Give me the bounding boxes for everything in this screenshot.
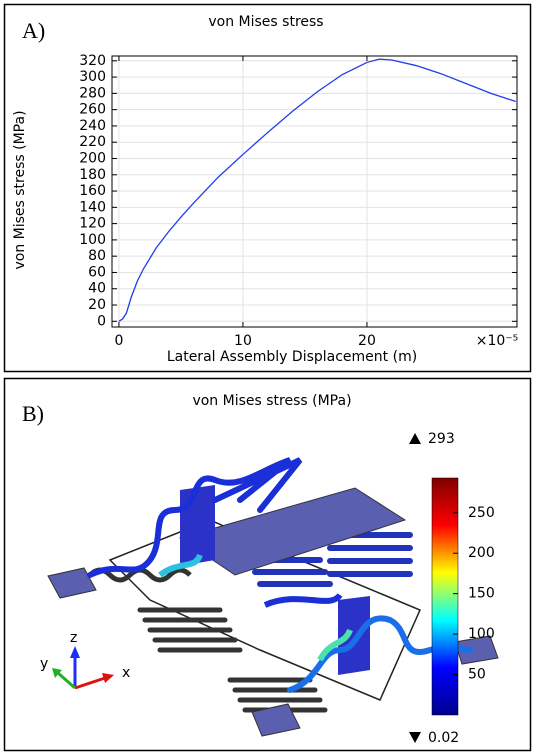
y-tick-label: 20 <box>88 297 106 313</box>
x-tick-label: 0 <box>114 333 123 349</box>
triad-label: z <box>70 630 77 646</box>
y-tick-label: 320 <box>79 53 106 69</box>
y-tick-label: 220 <box>79 134 106 150</box>
triad-axis <box>57 671 76 690</box>
colorbar <box>431 477 459 716</box>
pad <box>251 703 301 737</box>
serpentine <box>327 532 413 577</box>
panel-a-frame <box>3 3 532 373</box>
min-label: 0.02 <box>428 730 459 746</box>
x-tick-label: 20 <box>358 333 376 349</box>
x-tick-label: 10 <box>234 333 252 349</box>
plate <box>178 487 407 576</box>
colorbar-tick-label: 150 <box>468 586 495 602</box>
triad-label: x <box>122 665 130 681</box>
serpentine <box>137 607 243 653</box>
panel-label: A) <box>22 18 45 43</box>
beam <box>263 592 343 608</box>
y-tick-label: 0 <box>97 313 106 329</box>
triad-label: y <box>40 656 48 672</box>
y-tick-label: 280 <box>79 85 106 101</box>
y-tick-label: 240 <box>79 118 106 134</box>
y-tick-label: 180 <box>79 167 106 183</box>
y-tick-label: 260 <box>79 102 106 118</box>
y-tick-label: 140 <box>79 199 106 215</box>
x-axis-label: Lateral Assembly Displacement (m) <box>167 349 417 365</box>
beam <box>158 553 203 578</box>
beam <box>87 457 303 578</box>
triad-axis <box>74 676 106 690</box>
panel-label: B) <box>22 401 44 426</box>
y-tick-label: 200 <box>79 150 106 166</box>
plate <box>180 485 215 566</box>
pad <box>454 635 499 665</box>
beam <box>317 628 353 662</box>
pad <box>47 567 97 599</box>
y-axis-label: von Mises stress (MPa) <box>12 110 28 269</box>
y-tick-label: 160 <box>79 183 106 199</box>
y-tick-label: 100 <box>79 232 106 248</box>
triad-arrow <box>70 646 80 658</box>
plate <box>338 596 370 675</box>
y-tick-label: 120 <box>79 216 106 232</box>
plot-frame <box>111 55 518 328</box>
colorbar-tick-label: 100 <box>468 626 495 642</box>
y-tick-label: 300 <box>79 69 106 85</box>
max-marker <box>409 433 421 444</box>
min-marker <box>409 732 421 743</box>
panel-b-frame <box>3 377 532 752</box>
y-tick-label: 80 <box>88 248 106 264</box>
x-multiplier: ×10⁻⁵ <box>476 333 519 349</box>
chart-title: von Mises stress (MPa) <box>192 393 351 409</box>
max-label: 293 <box>428 431 455 447</box>
triad-arrow <box>52 668 62 678</box>
colorbar-tick-label: 200 <box>468 545 495 561</box>
colorbar-tick-label: 50 <box>468 667 486 683</box>
chart-title: von Mises stress <box>208 14 323 30</box>
colorbar-tick-label: 250 <box>468 505 495 521</box>
axis-triad <box>52 646 114 690</box>
series-line <box>118 58 516 322</box>
y-tick-label: 40 <box>88 281 106 297</box>
triad-arrow <box>102 673 114 683</box>
y-tick-label: 60 <box>88 264 106 280</box>
serpentine <box>227 677 328 713</box>
